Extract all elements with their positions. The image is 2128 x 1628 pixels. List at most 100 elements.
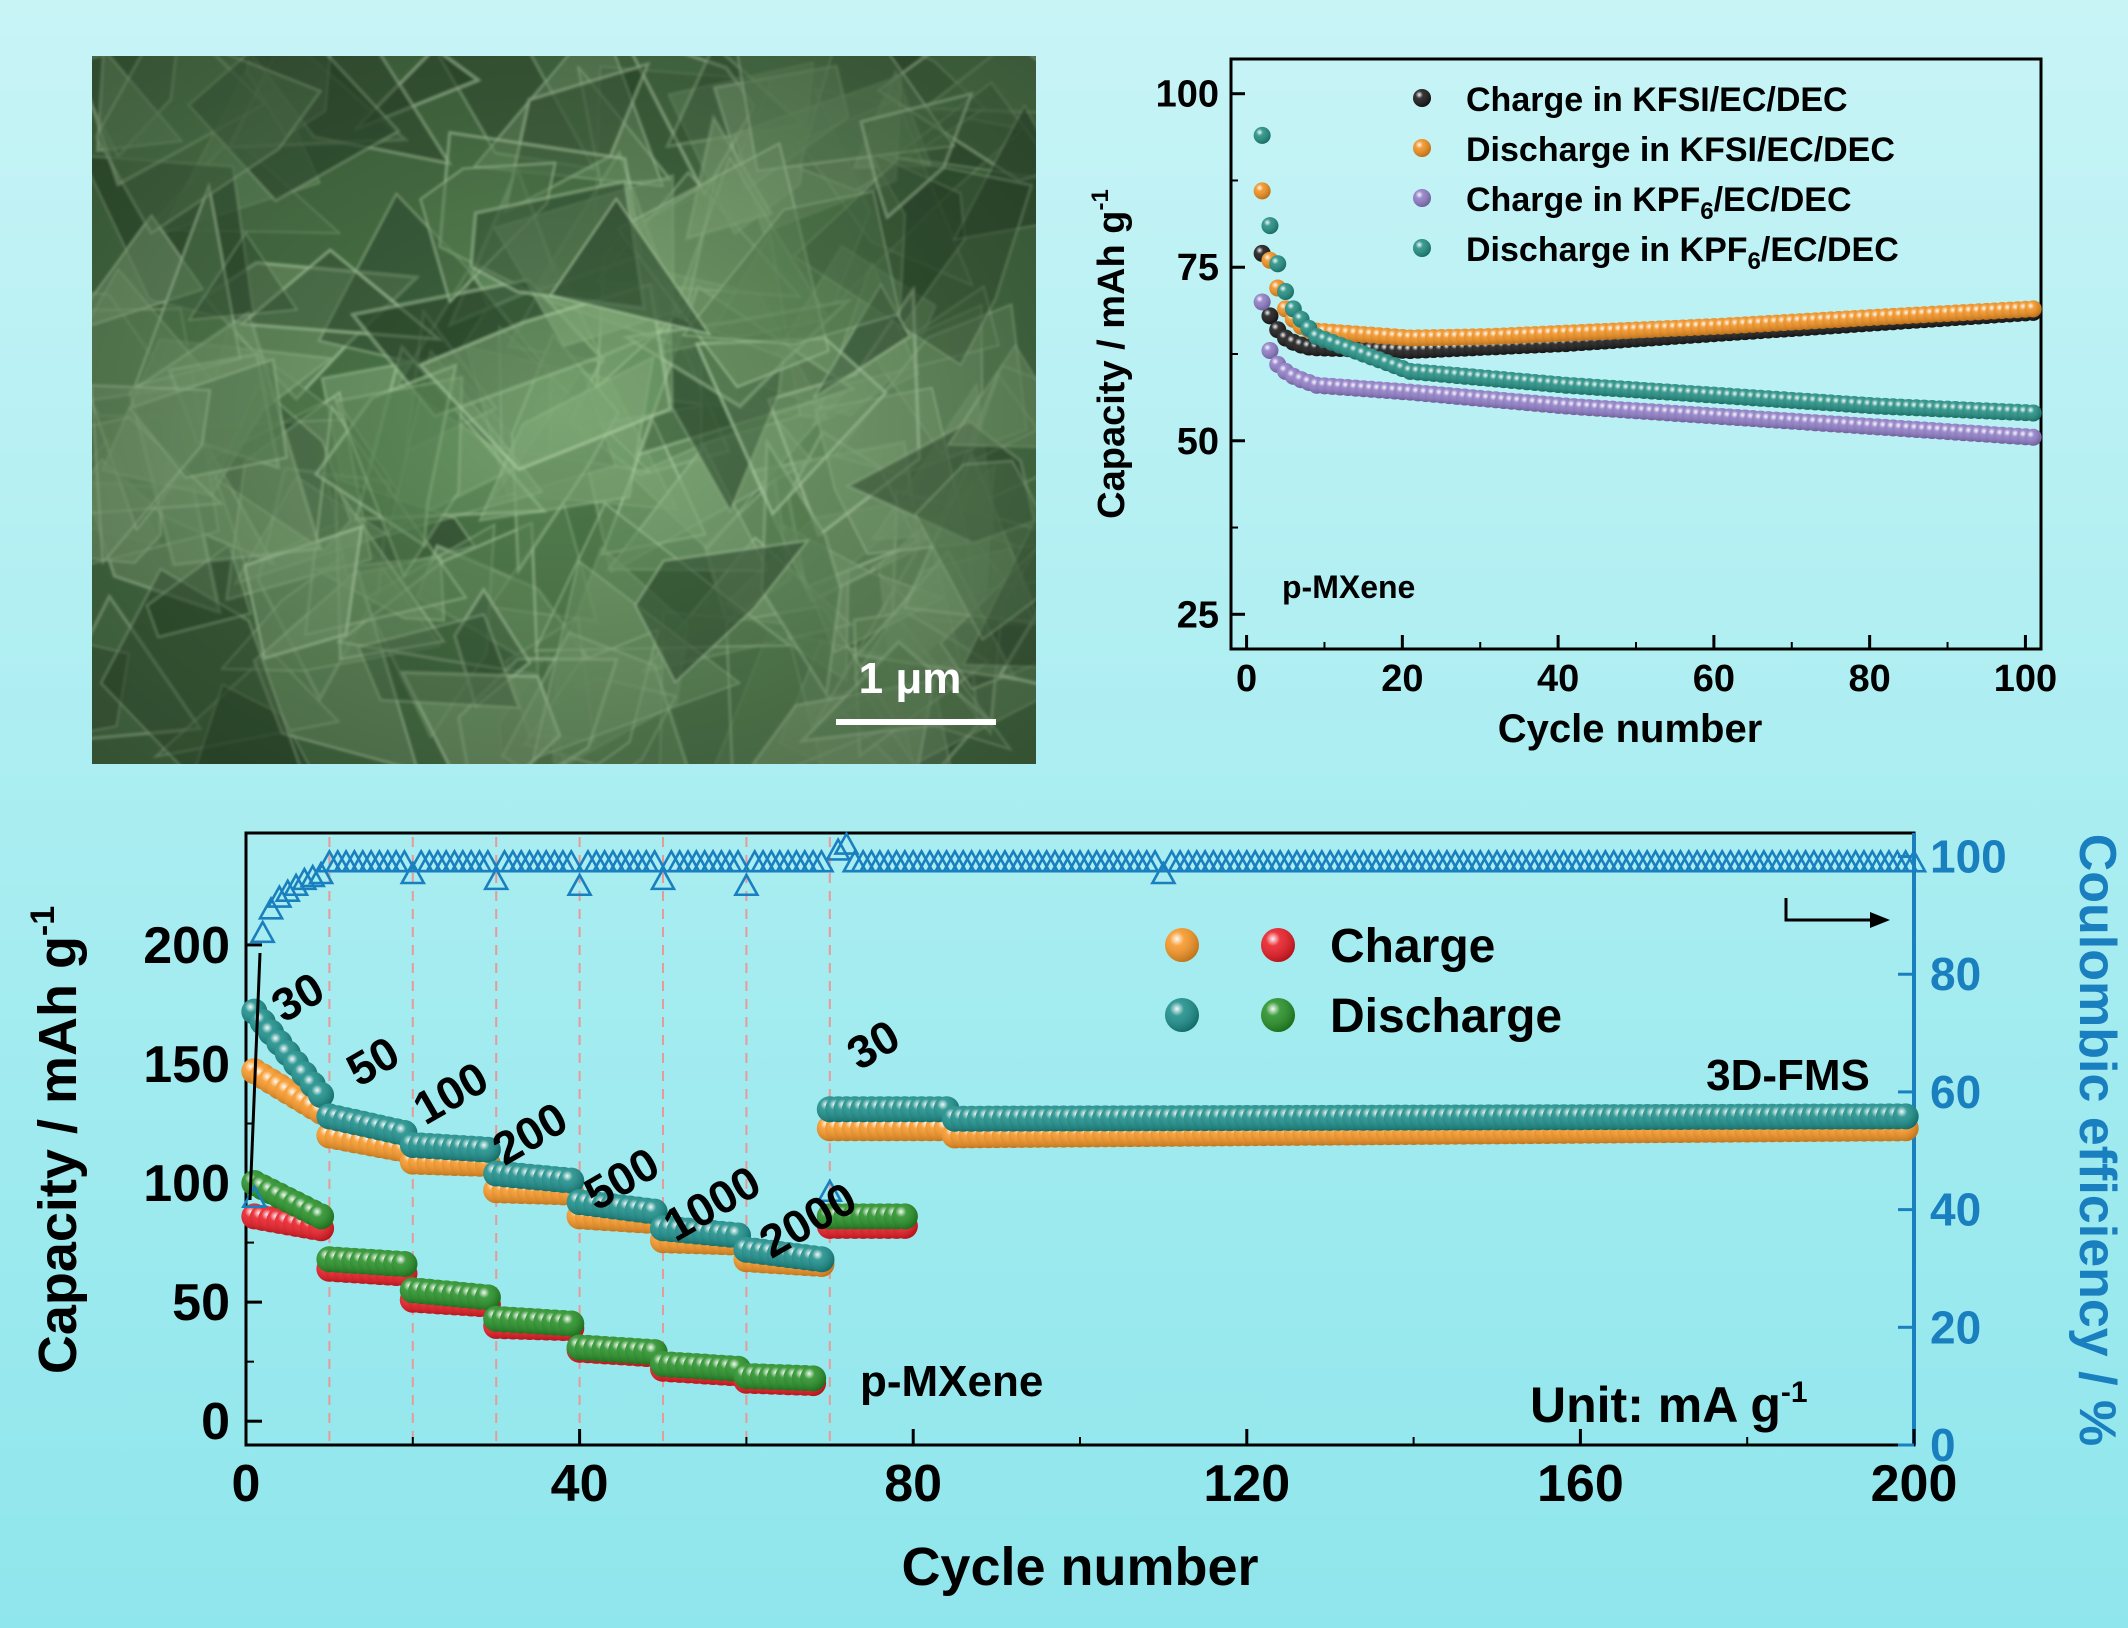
ce-point <box>566 872 593 897</box>
right-axis-arrowhead <box>1870 912 1890 928</box>
p-mxene-discharge-series <box>241 1170 918 1392</box>
x-tick-label: 80 <box>1849 658 1891 700</box>
legend: Charge in KFSI/EC/DEC Discharge in KFSI/E… <box>1413 81 1899 275</box>
legend-marker <box>1165 928 1199 962</box>
data-point <box>808 1246 835 1273</box>
ce-point <box>824 836 852 861</box>
data-point <box>1253 293 1271 311</box>
ce-point <box>558 848 585 873</box>
ce-point <box>257 895 285 920</box>
rate-label: 100 <box>404 1051 496 1134</box>
data-point <box>1253 182 1271 200</box>
ce-point <box>1150 860 1177 885</box>
legend-marker <box>1413 189 1431 207</box>
ce-point <box>266 884 293 908</box>
ce-point <box>1141 848 1169 873</box>
data-point <box>391 1251 418 1278</box>
legend-marker <box>1413 239 1431 257</box>
unit-label: Unit: mA g-1 <box>1530 1376 1808 1433</box>
x-tick-label: 60 <box>1693 658 1735 700</box>
scale-bar-label: 1 μm <box>859 654 962 703</box>
ce-point <box>399 860 427 885</box>
ce-point <box>274 878 301 902</box>
fms-label: 3D-FMS <box>1706 1051 1870 1100</box>
legend-label: Charge <box>1330 920 1495 973</box>
data-point <box>1253 126 1271 144</box>
data-points <box>241 998 1919 1397</box>
ce-point <box>641 848 668 873</box>
data-point <box>800 1365 827 1392</box>
x-tick-label: 200 <box>1871 1455 1958 1513</box>
data-point <box>1261 342 1279 360</box>
legend-marker <box>1165 998 1199 1032</box>
data-point <box>2024 300 2042 318</box>
y-tick-label: 25 <box>1177 594 1219 636</box>
data-point <box>891 1203 918 1230</box>
y-tick-label: 100 <box>1156 74 1219 116</box>
data-point <box>1277 283 1295 301</box>
legend-marker <box>1413 89 1431 107</box>
axis-ticks: 0 20 40 60 80 100 25 50 75 100 <box>1156 74 2058 700</box>
data-point <box>308 1203 335 1230</box>
legend-label: Discharge <box>1330 990 1562 1043</box>
rate-label: 30 <box>838 1009 908 1080</box>
ce-point <box>474 848 502 873</box>
rate-label: 50 <box>338 1026 408 1097</box>
ce-point <box>391 848 418 873</box>
coulombic-efficiency-points <box>241 831 1928 1208</box>
3d-fms-discharge-series <box>241 998 1919 1273</box>
ce-point <box>249 919 276 944</box>
data-point <box>1892 1103 1919 1130</box>
legend-marker <box>1261 998 1295 1032</box>
ce-point <box>299 863 326 888</box>
legend: Charge Discharge <box>1165 920 1562 1043</box>
legend-label: Discharge in KPF6/EC/DEC <box>1466 231 1899 275</box>
x-tick-label: 40 <box>551 1455 609 1513</box>
sem-micrograph: 1 μm <box>92 56 1036 764</box>
data-point <box>474 1284 501 1311</box>
ce-point <box>733 872 760 897</box>
legend-label: Charge in KFSI/EC/DEC <box>1466 81 1848 119</box>
legend-label: Discharge in KFSI/EC/DEC <box>1466 131 1895 169</box>
data-point <box>558 1167 585 1194</box>
legend-marker <box>1413 139 1431 157</box>
x-tick-label: 0 <box>1236 658 1257 700</box>
right-axis-arrow <box>1784 898 1870 922</box>
x-tick-label: 160 <box>1537 1455 1624 1513</box>
y-tick-label: 50 <box>1177 421 1219 463</box>
y-tick-label: 150 <box>143 1036 230 1094</box>
y-tick-label: 100 <box>143 1155 230 1213</box>
ce-point <box>724 848 752 873</box>
data-points <box>1253 126 2042 446</box>
y2-tick-label: 60 <box>1930 1066 1981 1118</box>
x-axis-label: Cycle number <box>901 1537 1258 1597</box>
data-point <box>308 1081 335 1108</box>
data-point <box>2024 428 2042 446</box>
p-mxene-label: p-MXene <box>860 1357 1043 1406</box>
x-tick-label: 80 <box>884 1455 942 1513</box>
data-point <box>558 1310 585 1337</box>
data-point <box>1261 307 1279 325</box>
left-axis-arrow <box>248 952 262 1201</box>
series-3 <box>1253 293 2042 446</box>
legend-label: Charge in KPF6/EC/DEC <box>1466 181 1852 225</box>
data-point <box>2024 404 2042 422</box>
x-tick-label: 20 <box>1381 658 1423 700</box>
y-tick-label: 0 <box>201 1393 230 1451</box>
x-tick-label: 0 <box>232 1455 261 1513</box>
y2-axis-label: Coulombic efficiency / % <box>2068 834 2126 1447</box>
data-point <box>1261 217 1279 235</box>
data-point <box>474 1136 501 1163</box>
ce-point <box>833 831 860 855</box>
ce-point <box>307 860 335 885</box>
y-axis-label: Capacity / mAh g-1 <box>24 906 88 1374</box>
ce-point <box>649 866 677 891</box>
y-tick-label: 50 <box>172 1274 230 1332</box>
y-tick-label: 200 <box>143 917 230 975</box>
ce-point <box>1900 848 1928 873</box>
cycling-stability-chart: 0 20 40 60 80 100 25 50 75 100 Charge in KFSI/EC/… <box>1087 57 2058 751</box>
sample-label: p-MXene <box>1282 569 1415 605</box>
